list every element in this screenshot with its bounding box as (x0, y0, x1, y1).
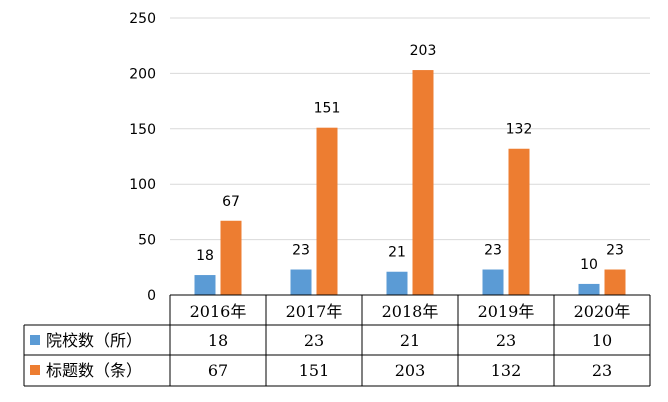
bar-titles (412, 70, 434, 296)
gridlines (170, 17, 650, 241)
y-tick-label: 200 (129, 66, 156, 82)
data-label: 23 (606, 243, 624, 259)
category-label: 2020年 (574, 302, 631, 321)
data-label: 23 (484, 243, 502, 259)
bar-schools (386, 271, 408, 295)
data-label: 23 (292, 243, 310, 259)
y-tick-label: 250 (129, 11, 156, 27)
table-value: 23 (304, 331, 324, 350)
bar-schools (194, 275, 216, 295)
data-label: 151 (314, 101, 341, 117)
category-label: 2016年 (190, 302, 247, 321)
bars (194, 70, 626, 296)
series-label: 院校数（所） (46, 331, 142, 350)
table-value: 18 (208, 331, 228, 350)
bar-schools (290, 269, 312, 295)
bar-titles (316, 127, 338, 295)
y-axis: 0 50 100 150 200 250 (129, 11, 156, 304)
data-label: 132 (506, 122, 533, 138)
y-tick-label: 100 (129, 177, 156, 193)
table-value: 151 (299, 361, 330, 380)
data-label: 10 (580, 257, 598, 273)
table-value: 23 (592, 361, 612, 380)
bar-titles (508, 148, 530, 295)
legend-key (30, 365, 40, 375)
bar-schools (482, 269, 504, 295)
category-label: 2019年 (478, 302, 535, 321)
table-value: 132 (491, 361, 522, 380)
table-value: 23 (496, 331, 516, 350)
table-value: 21 (400, 331, 420, 350)
bar-schools (578, 283, 600, 295)
y-tick-label: 150 (129, 122, 156, 138)
bar-titles (220, 220, 242, 295)
data-label: 203 (410, 43, 437, 59)
data-label: 18 (196, 248, 214, 264)
series-label: 标题数（条） (46, 361, 142, 380)
category-label: 2017年 (286, 302, 343, 321)
data-label: 21 (388, 245, 406, 261)
category-label: 2018年 (382, 302, 439, 321)
table-value: 10 (592, 331, 612, 350)
y-tick-label: 50 (138, 233, 156, 249)
data-label: 67 (222, 194, 240, 210)
table-value: 203 (395, 361, 426, 380)
legend-key (30, 335, 40, 345)
table-value: 67 (208, 361, 228, 380)
data-labels: 18 67 23 151 21 203 23 132 10 23 (196, 43, 624, 273)
bar-titles (604, 269, 626, 295)
y-tick-label: 0 (147, 288, 156, 304)
